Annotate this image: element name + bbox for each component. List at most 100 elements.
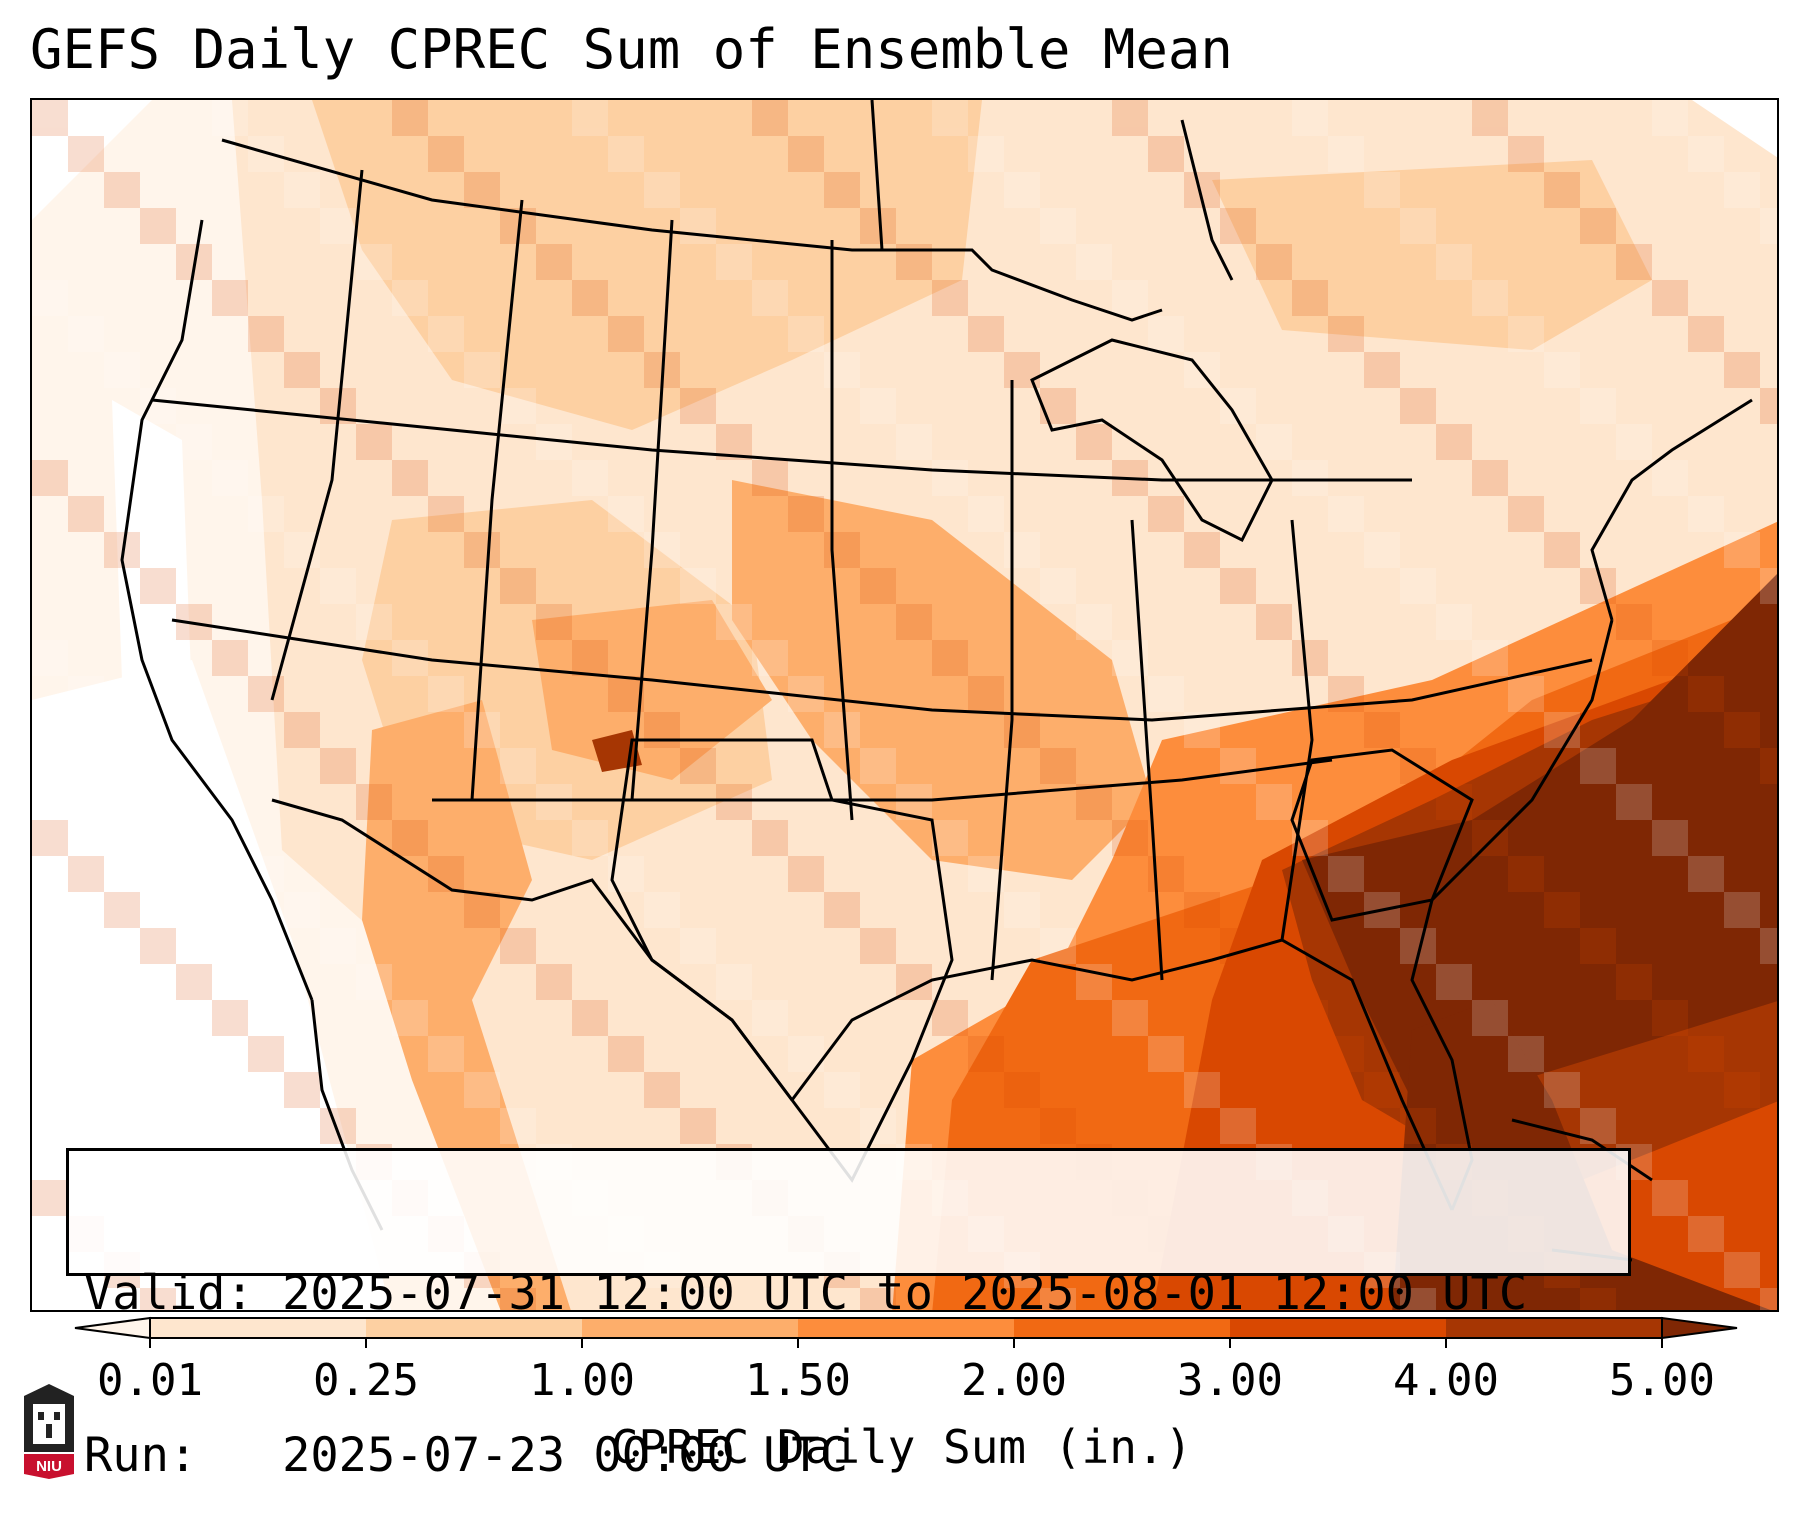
grid-cell xyxy=(1508,856,1544,892)
grid-cell xyxy=(176,784,212,820)
valid-run-info-box: Valid: 2025-07-31 12:00 UTC to 2025-08-0… xyxy=(66,1148,1631,1483)
grid-cell xyxy=(752,1000,788,1036)
grid-cell xyxy=(1112,100,1148,136)
grid-cell xyxy=(320,1288,356,1310)
grid-cell xyxy=(1292,280,1328,316)
grid-cell xyxy=(1616,424,1652,460)
grid-cell xyxy=(680,1108,716,1144)
grid-cell xyxy=(32,460,68,496)
state-lines-vertical-3 xyxy=(630,219,674,801)
grid-cell xyxy=(572,460,608,496)
grid-cell xyxy=(1760,208,1777,244)
no-precip-areas xyxy=(32,100,1777,1310)
grid-cell xyxy=(644,532,680,568)
canada-provinces xyxy=(870,100,1234,281)
grid-cell xyxy=(824,892,860,928)
grid-cell xyxy=(428,136,464,172)
grid-cell xyxy=(716,604,752,640)
grid-cell xyxy=(1760,748,1777,784)
grid-cell xyxy=(68,1036,104,1072)
grid-cell xyxy=(932,280,968,316)
grid-cell xyxy=(320,928,356,964)
colorbar-segment xyxy=(366,1318,583,1338)
grid-cell xyxy=(1472,640,1508,676)
precip-plains xyxy=(732,480,1152,880)
grid-cell xyxy=(1508,676,1544,712)
chart-title: GEFS Daily CPREC Sum of Ensemble Mean xyxy=(30,18,1233,81)
grid-cell xyxy=(1076,604,1112,640)
colorbar-tick-label: 5.00 xyxy=(1609,1355,1715,1406)
grid-cell xyxy=(572,1000,608,1036)
colorbar-border xyxy=(149,1317,1663,1339)
grid-cell xyxy=(1724,172,1760,208)
grid-cell xyxy=(1220,1108,1256,1144)
grid-cell xyxy=(932,820,968,856)
grid-cell xyxy=(1544,172,1580,208)
grid-cell xyxy=(320,1108,356,1144)
great-lakes xyxy=(1030,338,1274,543)
state-lines-vertical-6 xyxy=(1130,519,1164,981)
grid-cell xyxy=(1184,1072,1220,1108)
grid-cell xyxy=(716,244,752,280)
colorbar-ticks xyxy=(149,1338,1663,1348)
grid-cell xyxy=(1724,352,1760,388)
grid-cell xyxy=(1508,1036,1544,1072)
grid-cell xyxy=(1364,532,1400,568)
grid-cell xyxy=(356,964,392,1000)
colorbar-tick-label: 4.00 xyxy=(1393,1355,1499,1406)
grid-cell xyxy=(644,1072,680,1108)
grid-cell xyxy=(140,928,176,964)
grid-cell xyxy=(572,820,608,856)
grid-cell xyxy=(464,1072,500,1108)
grid-cell xyxy=(68,676,104,712)
texas-outline xyxy=(610,738,954,1183)
grid-cell xyxy=(932,1000,968,1036)
grid-cell xyxy=(1148,136,1184,172)
grid-cell xyxy=(1652,1000,1688,1036)
grid-cell xyxy=(1472,460,1508,496)
grid-cell xyxy=(1328,316,1364,352)
run-row: Run: 2025-07-23 00:00 UTC xyxy=(84,1429,1613,1483)
colorbar-tick-label: 1.00 xyxy=(529,1355,635,1406)
niu-logo: NIU xyxy=(24,1384,74,1479)
grid-cell xyxy=(320,568,356,604)
precip-max-core xyxy=(1302,574,1777,1160)
grid-cell xyxy=(68,316,104,352)
grid-cell xyxy=(680,748,716,784)
grid-cell xyxy=(608,136,644,172)
grid-cell xyxy=(212,640,248,676)
colorbar-label: CPREC Daily Sum (in.) xyxy=(610,1420,1193,1474)
grid-cell xyxy=(1616,964,1652,1000)
grid-cell xyxy=(500,568,536,604)
grid-cell xyxy=(176,964,212,1000)
grid-cell xyxy=(104,1072,140,1108)
grid-cell xyxy=(284,172,320,208)
colorbar-segment xyxy=(582,1318,799,1338)
grid-cell xyxy=(752,100,788,136)
grid-cell xyxy=(1148,316,1184,352)
grid-cell xyxy=(1652,1180,1688,1216)
grid-cell xyxy=(968,1036,1004,1072)
run-label: Run: xyxy=(84,1428,198,1483)
no-precip-pacific xyxy=(32,660,391,1310)
grid-cell xyxy=(104,172,140,208)
precip-canada-band xyxy=(1212,160,1652,350)
grid-cell xyxy=(248,1036,284,1072)
grid-cell xyxy=(140,388,176,424)
valid-value: 2025-07-31 12:00 UTC to 2025-08-01 12:00… xyxy=(282,1266,1528,1321)
logo-text: NIU xyxy=(36,1458,62,1475)
grid-cell xyxy=(860,208,896,244)
grid-cell xyxy=(212,100,248,136)
grid-cell xyxy=(284,712,320,748)
colorbar-tick-label: 3.00 xyxy=(1177,1355,1283,1406)
grid-cell xyxy=(1508,496,1544,532)
grid-cell xyxy=(1688,676,1724,712)
grid-cell xyxy=(752,460,788,496)
grid-cell xyxy=(1400,1288,1436,1310)
grid-cell xyxy=(356,424,392,460)
grid-cell xyxy=(860,928,896,964)
grid-cell xyxy=(1688,496,1724,532)
grid-cell xyxy=(644,172,680,208)
grid-cell xyxy=(824,532,860,568)
grid-cell xyxy=(1400,208,1436,244)
